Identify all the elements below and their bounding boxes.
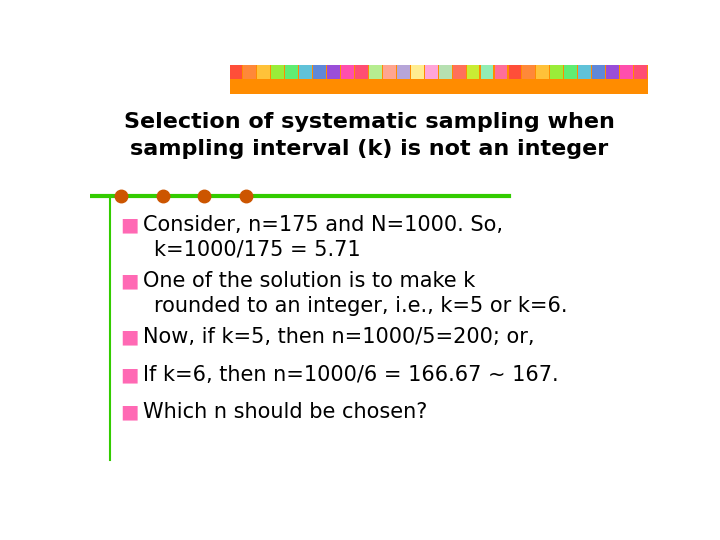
Text: rounded to an integer, i.e., k=5 or k=6.: rounded to an integer, i.e., k=5 or k=6. [154, 296, 567, 316]
FancyBboxPatch shape [495, 65, 508, 79]
FancyBboxPatch shape [425, 65, 438, 79]
FancyBboxPatch shape [606, 65, 619, 79]
Text: k=1000/175 = 5.71: k=1000/175 = 5.71 [154, 240, 361, 260]
FancyBboxPatch shape [467, 65, 480, 79]
Text: ■: ■ [121, 215, 139, 234]
FancyBboxPatch shape [481, 65, 493, 79]
Text: ■: ■ [121, 402, 139, 422]
FancyBboxPatch shape [243, 65, 256, 79]
Text: ■: ■ [121, 328, 139, 347]
FancyBboxPatch shape [341, 65, 354, 79]
Text: Selection of systematic sampling when
sampling interval (k) is not an integer: Selection of systematic sampling when sa… [124, 112, 614, 159]
FancyBboxPatch shape [411, 65, 423, 79]
FancyBboxPatch shape [285, 65, 298, 79]
FancyBboxPatch shape [438, 65, 451, 79]
Text: Now, if k=5, then n=1000/5=200; or,: Now, if k=5, then n=1000/5=200; or, [143, 327, 534, 347]
FancyBboxPatch shape [397, 65, 410, 79]
Text: One of the solution is to make k: One of the solution is to make k [143, 271, 475, 291]
FancyBboxPatch shape [536, 65, 549, 79]
Text: If k=6, then n=1000/6 = 166.67 ~ 167.: If k=6, then n=1000/6 = 166.67 ~ 167. [143, 364, 559, 384]
FancyBboxPatch shape [550, 65, 563, 79]
FancyBboxPatch shape [230, 65, 243, 79]
FancyBboxPatch shape [593, 65, 605, 79]
Text: ■: ■ [121, 365, 139, 384]
FancyBboxPatch shape [355, 65, 368, 79]
Text: Which n should be chosen?: Which n should be chosen? [143, 402, 428, 422]
FancyBboxPatch shape [508, 65, 521, 79]
FancyBboxPatch shape [453, 65, 466, 79]
FancyBboxPatch shape [634, 65, 647, 79]
FancyBboxPatch shape [327, 65, 340, 79]
FancyBboxPatch shape [383, 65, 396, 79]
FancyBboxPatch shape [620, 65, 633, 79]
FancyBboxPatch shape [271, 65, 284, 79]
FancyBboxPatch shape [300, 65, 312, 79]
FancyBboxPatch shape [258, 65, 270, 79]
FancyBboxPatch shape [578, 65, 591, 79]
FancyBboxPatch shape [369, 65, 382, 79]
FancyBboxPatch shape [313, 65, 326, 79]
FancyBboxPatch shape [564, 65, 577, 79]
FancyBboxPatch shape [230, 65, 648, 94]
FancyBboxPatch shape [523, 65, 535, 79]
Text: ■: ■ [121, 272, 139, 291]
Text: Consider, n=175 and N=1000. So,: Consider, n=175 and N=1000. So, [143, 215, 503, 235]
